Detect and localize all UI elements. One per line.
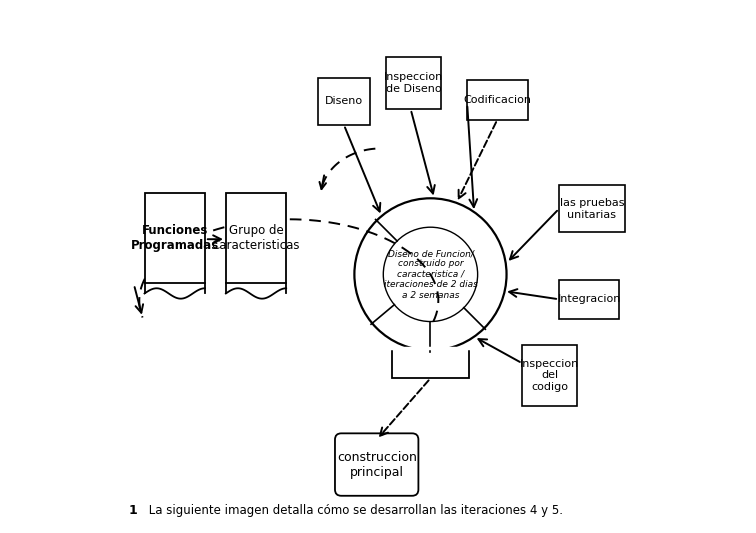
FancyBboxPatch shape xyxy=(559,280,619,319)
FancyBboxPatch shape xyxy=(318,78,370,125)
Text: construccion
principal: construccion principal xyxy=(336,450,417,479)
FancyBboxPatch shape xyxy=(226,193,287,283)
Text: Codificacion: Codificacion xyxy=(463,95,531,105)
Text: Diseno de Funcion/
construido por
caracteristica /
iteraciones de 2 dias
a 2 sem: Diseno de Funcion/ construido por caract… xyxy=(383,249,477,300)
FancyBboxPatch shape xyxy=(522,345,578,406)
FancyBboxPatch shape xyxy=(559,185,624,232)
FancyBboxPatch shape xyxy=(386,56,441,109)
Text: Integracion: Integracion xyxy=(557,294,621,304)
Text: La siguiente imagen detalla cómo se desarrollan las iteraciones 4 y 5.: La siguiente imagen detalla cómo se desa… xyxy=(144,504,562,518)
FancyBboxPatch shape xyxy=(467,80,528,119)
Text: Inspeccion
del
codigo: Inspeccion del codigo xyxy=(520,359,579,392)
FancyBboxPatch shape xyxy=(335,433,418,496)
Text: las pruebas
unitarias: las pruebas unitarias xyxy=(559,198,624,220)
FancyBboxPatch shape xyxy=(144,193,205,283)
Text: Grupo de
Caracteristicas: Grupo de Caracteristicas xyxy=(212,224,300,252)
Text: Funciones
Programadas: Funciones Programadas xyxy=(131,224,218,252)
Text: Inspeccion
de Diseno: Inspeccion de Diseno xyxy=(384,72,443,94)
Text: Diseno: Diseno xyxy=(325,96,363,106)
FancyBboxPatch shape xyxy=(392,348,469,378)
Text: 1: 1 xyxy=(129,504,138,518)
